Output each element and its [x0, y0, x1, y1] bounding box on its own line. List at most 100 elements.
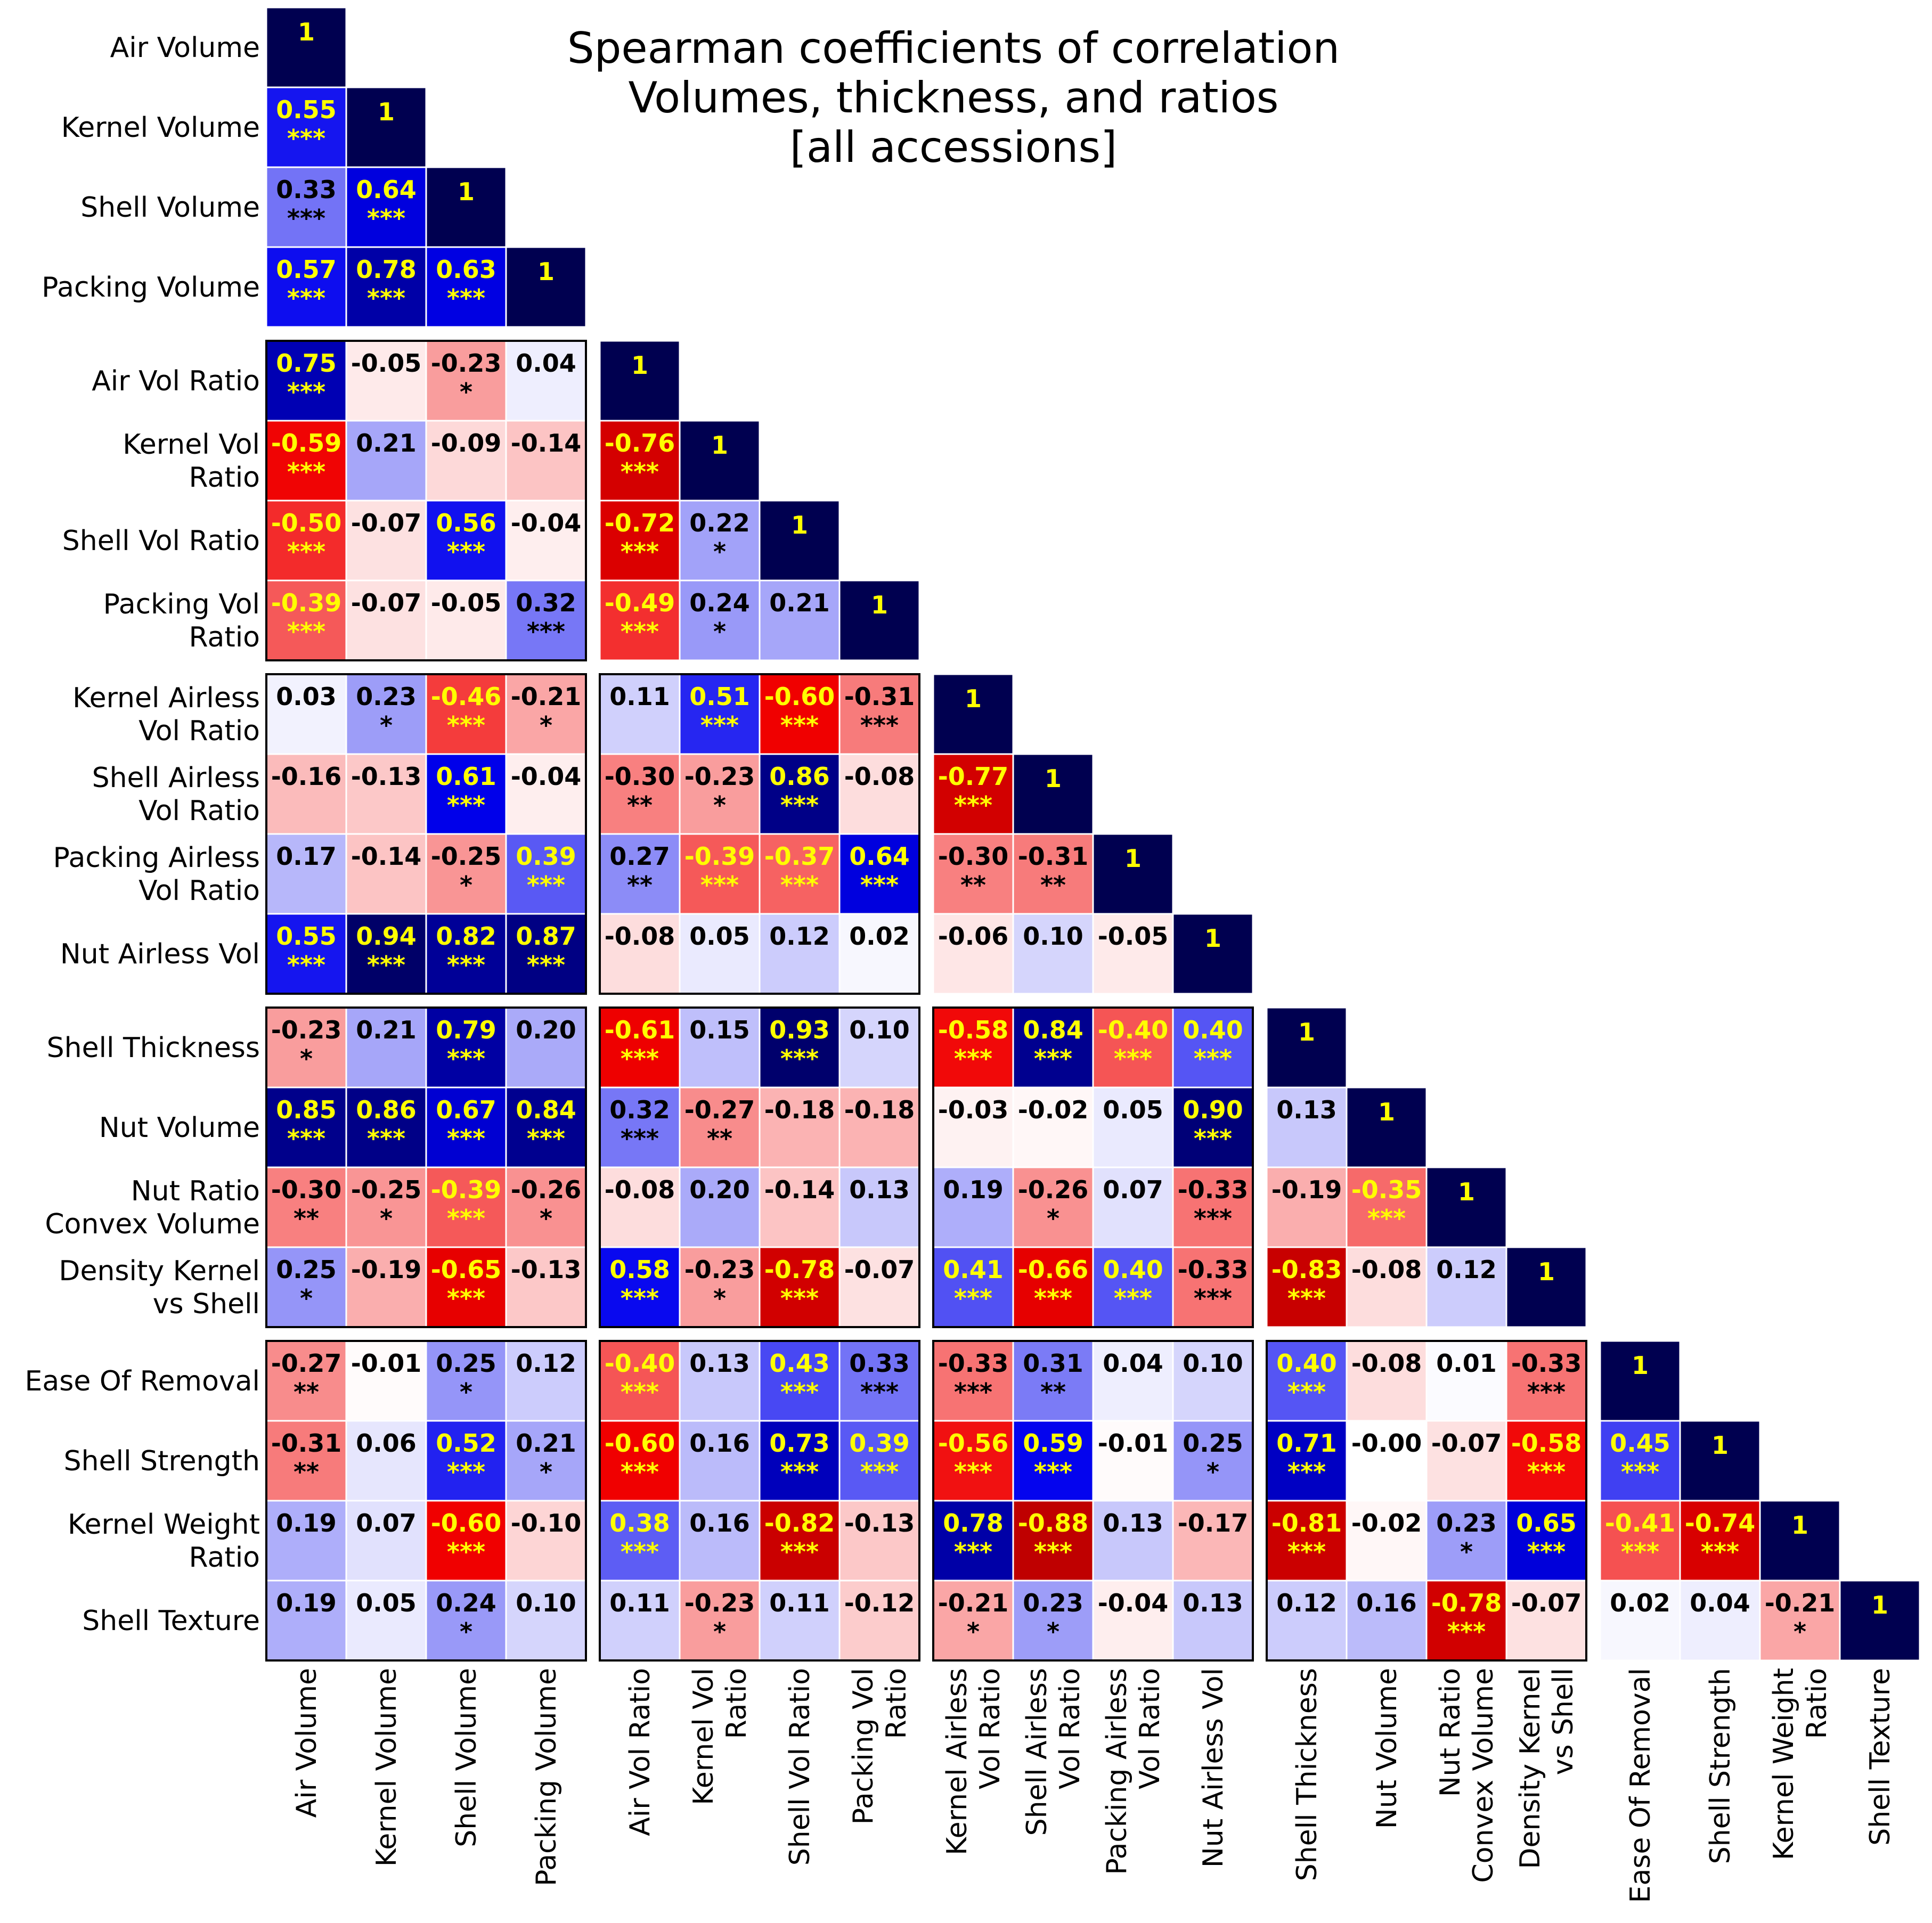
cell-value: 0.10 [1183, 1349, 1243, 1378]
cell-value: 0.33 [849, 1349, 910, 1378]
cell-value: 0.33 [276, 175, 337, 204]
cell-fill [1425, 1246, 1507, 1328]
heatmap-cell: -0.31** [265, 1420, 347, 1502]
cell-fill [679, 1086, 761, 1168]
cell-significance: *** [367, 1124, 405, 1153]
cell-fill [425, 579, 507, 661]
cell-fill [345, 1420, 427, 1502]
cell-value: 0.16 [689, 1509, 750, 1537]
heatmap-cell: 0.55*** [265, 86, 347, 168]
heatmap-cell: -0.19 [1266, 1166, 1348, 1248]
heatmap-cell: -0.58*** [1505, 1420, 1587, 1502]
cell-value: 0.43 [769, 1349, 830, 1378]
cell-significance: * [460, 871, 472, 899]
heatmap-cell: 0.94*** [345, 913, 427, 995]
cell-fill [265, 1580, 347, 1662]
cell-value: 0.20 [689, 1175, 750, 1204]
cell-significance: *** [1621, 1458, 1659, 1486]
cell-fill [932, 833, 1014, 915]
cell-fill [1346, 1086, 1428, 1168]
heatmap-cell: -0.21* [932, 1580, 1014, 1662]
cell-fill [345, 1246, 427, 1328]
heatmap-cell: -0.23* [265, 1006, 347, 1089]
cell-value: 0.19 [943, 1175, 1004, 1204]
cell-fill [505, 753, 587, 835]
heatmap-cell: -0.27** [679, 1086, 761, 1168]
cell-value: 0.86 [769, 762, 830, 791]
cell-significance: *** [860, 871, 899, 899]
cell-value: -0.21 [938, 1589, 1009, 1617]
cell-fill [425, 166, 507, 248]
cell-significance: *** [780, 1284, 819, 1313]
cell-significance: *** [1114, 1044, 1152, 1073]
heatmap-cell: -0.09 [425, 420, 507, 502]
heatmap-cell: 0.24* [679, 579, 761, 661]
heatmap-cell: 1 [1599, 1340, 1681, 1422]
heatmap-cell: -0.21* [505, 673, 587, 755]
cell-significance: *** [780, 1458, 819, 1486]
heatmap-cell: -0.40*** [599, 1340, 681, 1422]
cell-significance: * [713, 1284, 726, 1313]
cell-value: -0.08 [1351, 1349, 1422, 1378]
cell-fill [759, 1500, 841, 1582]
cell-significance: *** [700, 871, 739, 899]
cell-value: 0.15 [689, 1016, 750, 1044]
heatmap-cell: -0.31** [1012, 833, 1094, 915]
cell-significance: ** [1040, 1378, 1066, 1406]
cell-value: 1 [298, 18, 315, 46]
cell-value: 1 [1871, 1591, 1888, 1619]
cell-value: -0.72 [605, 509, 675, 537]
heatmap-cell: -0.74*** [1679, 1500, 1761, 1582]
cell-fill [505, 1246, 587, 1328]
cell-value: 1 [378, 97, 395, 126]
column-label: Kernel Volume [371, 1668, 403, 1867]
column-label: Nut RatioConvex Volume [1434, 1668, 1499, 1883]
cell-fill [679, 1006, 761, 1089]
cell-significance: *** [367, 284, 405, 313]
cell-value: -0.07 [351, 588, 422, 617]
cell-value: -0.08 [1351, 1255, 1422, 1284]
cell-value: -0.41 [1605, 1509, 1676, 1537]
cell-significance: *** [1287, 1458, 1326, 1486]
heatmap-cell: 0.52*** [425, 1420, 507, 1502]
heatmap-cell: -0.50*** [265, 500, 347, 582]
heatmap-cell: 0.21* [505, 1420, 587, 1502]
cell-fill [932, 1580, 1014, 1662]
cell-value: -0.56 [938, 1429, 1009, 1458]
cell-significance: *** [1194, 1124, 1232, 1153]
heatmap-cell: 0.39*** [838, 1420, 920, 1502]
cell-value: -0.39 [431, 1175, 502, 1204]
cell-value: 0.25 [436, 1349, 496, 1378]
heatmap-cell: 0.22* [679, 500, 761, 582]
heatmap-cell: -0.30** [932, 833, 1014, 915]
cell-value: 0.65 [1516, 1509, 1577, 1537]
heatmap-cell: 0.64*** [838, 833, 920, 915]
group-frame [265, 673, 587, 995]
heatmap-cell: -0.78*** [759, 1246, 841, 1328]
row-label: Nut Airless Vol [60, 938, 260, 970]
cell-value: -0.77 [938, 762, 1009, 791]
heatmap-cell: -0.66*** [1012, 1246, 1094, 1328]
heatmap-cell: 0.78*** [345, 246, 427, 328]
title-line: Volumes, thickness, and ratios [629, 73, 1279, 122]
cell-value: -0.01 [1098, 1429, 1169, 1458]
cell-significance: * [713, 791, 726, 820]
cell-value: 0.05 [689, 922, 750, 951]
cell-fill [679, 500, 761, 582]
cell-fill [1092, 1500, 1174, 1582]
cell-value: -0.23 [431, 349, 502, 378]
heatmap-cell: 0.15 [679, 1006, 761, 1089]
cell-value: -0.83 [1271, 1255, 1342, 1284]
cell-value: -0.78 [1431, 1589, 1502, 1617]
heatmap-cell: -0.05 [345, 340, 427, 422]
cell-value: -0.30 [605, 762, 675, 791]
cell-value: -0.23 [684, 1255, 755, 1284]
heatmap-cell: 0.59*** [1012, 1420, 1094, 1502]
heatmap-cell: -0.18 [759, 1086, 841, 1168]
cell-significance: *** [621, 617, 659, 646]
heatmap-cell: 0.12 [759, 913, 841, 995]
heatmap-cell: -0.08 [838, 753, 920, 835]
heatmap-cell: -0.83*** [1266, 1246, 1348, 1328]
cell-value: 0.05 [1103, 1095, 1163, 1124]
heatmap-cell: -0.78*** [1425, 1580, 1507, 1662]
